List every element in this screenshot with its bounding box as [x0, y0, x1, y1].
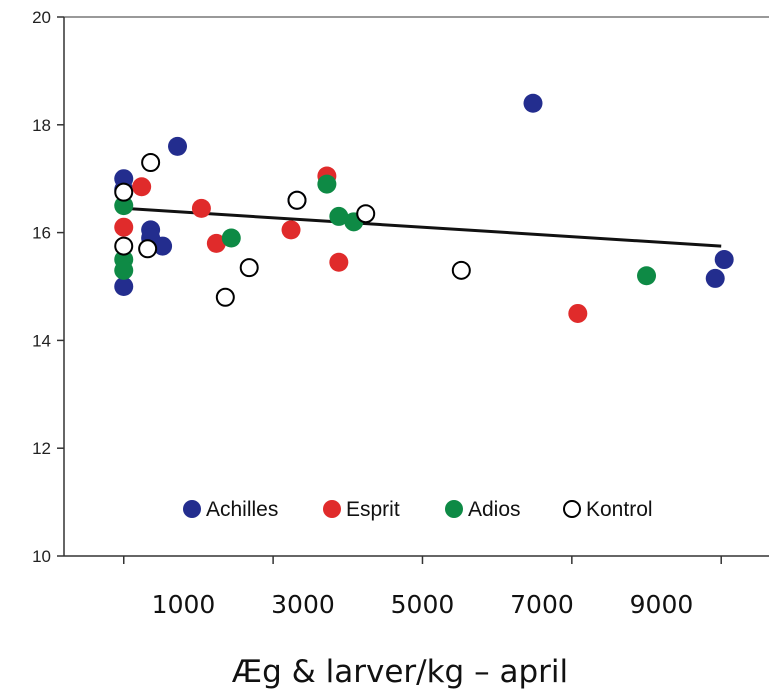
y-tick-label: 20 [32, 8, 51, 27]
x-tick-label: 5000 [391, 590, 455, 619]
data-point-esprit [568, 303, 588, 323]
data-point-kontrol [239, 258, 259, 278]
data-point-kontrol [114, 182, 134, 202]
legend-marker-adios [445, 500, 463, 518]
data-point-esprit [132, 177, 152, 197]
data-point-adios [114, 196, 134, 216]
x-tick-label: 9000 [630, 590, 694, 619]
data-point-adios [637, 266, 657, 286]
data-point-achilles [168, 136, 188, 156]
data-point-kontrol [356, 204, 376, 224]
x-tick-label: 1000 [152, 590, 216, 619]
data-point-kontrol [114, 236, 134, 256]
x-tick-label: 3000 [271, 590, 335, 619]
data-point-kontrol [215, 287, 235, 307]
legend-label-kontrol: Kontrol [586, 498, 653, 521]
data-point-adios [329, 206, 349, 226]
data-point-esprit [191, 198, 211, 218]
legend-label-adios: Adios [468, 498, 521, 521]
data-point-achilles [714, 250, 734, 270]
data-point-achilles [705, 268, 725, 288]
data-point-kontrol [451, 260, 471, 280]
legend-marker-achilles [183, 500, 201, 518]
legend-marker-esprit [323, 500, 341, 518]
data-point-achilles [523, 93, 543, 113]
data-point-adios [221, 228, 241, 248]
data-point-esprit [329, 252, 349, 272]
y-tick-label: 18 [32, 116, 51, 135]
x-axis-label: Æg & larver/kg – april [232, 654, 568, 690]
y-tick-label: 12 [32, 439, 51, 458]
data-point-esprit [114, 217, 134, 237]
legend-marker-kontrol [563, 500, 581, 518]
data-point-esprit [281, 220, 301, 240]
data-point-adios [317, 174, 337, 194]
y-tick-label: 14 [32, 331, 51, 350]
legend-label-achilles: Achilles [206, 498, 278, 521]
data-point-kontrol [138, 239, 158, 259]
data-point-adios [114, 260, 134, 280]
data-point-achilles [114, 277, 134, 296]
data-point-kontrol [141, 153, 161, 173]
x-tick-label: 7000 [510, 590, 574, 619]
data-point-achilles [153, 236, 173, 256]
y-tick-label: 16 [32, 224, 51, 243]
data-point-esprit [206, 233, 226, 253]
data-point-kontrol [287, 190, 307, 210]
y-tick-label: 10 [32, 547, 51, 566]
legend-label-esprit: Esprit [346, 498, 400, 521]
trendline [123, 206, 722, 248]
